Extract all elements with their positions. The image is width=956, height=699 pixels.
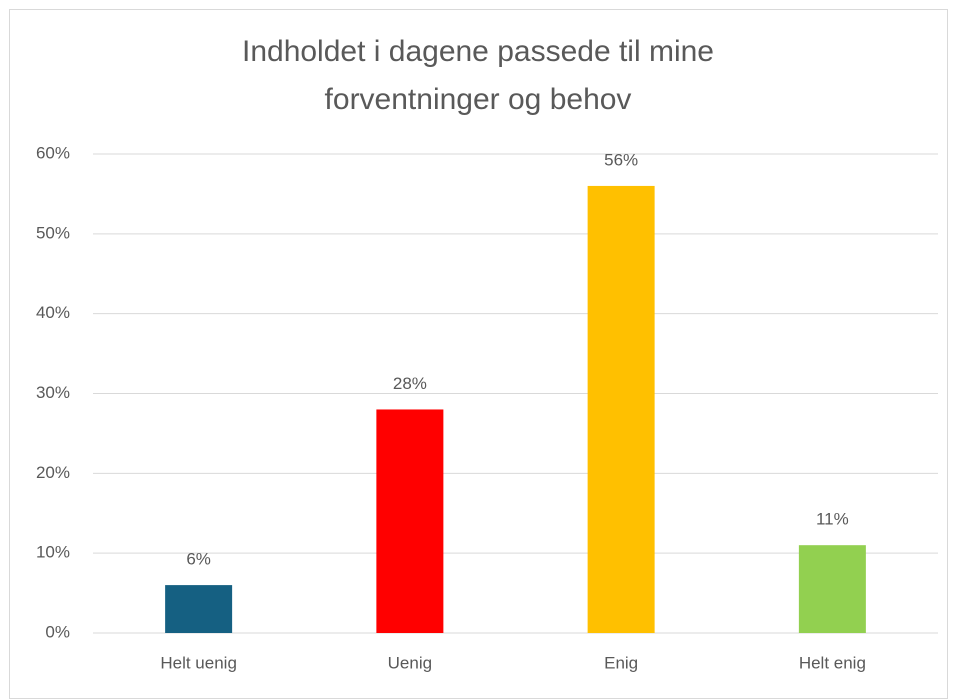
chart-title: Indholdet i dagene passede til mine forv…: [241, 35, 714, 116]
y-tick-label: 50%: [36, 223, 70, 242]
x-tick-label: Uenig: [388, 653, 432, 672]
y-tick-label: 30%: [36, 383, 70, 402]
bar: [165, 585, 233, 633]
y-tick-label: 60%: [36, 143, 70, 162]
bar: [376, 409, 444, 633]
y-tick-label: 20%: [36, 463, 70, 482]
y-tick-label: 40%: [36, 303, 70, 322]
data-label: 11%: [816, 510, 849, 529]
data-label: 28%: [393, 374, 427, 393]
x-tick-label: Enig: [604, 653, 638, 672]
x-tick-label: Helt uenig: [160, 653, 237, 672]
y-tick-label: 0%: [45, 622, 70, 641]
data-label: 56%: [604, 150, 638, 169]
data-label: 6%: [186, 550, 211, 569]
x-tick-label: Helt enig: [799, 653, 866, 672]
bar: [587, 185, 655, 633]
bar: [798, 545, 866, 633]
y-tick-label: 10%: [36, 543, 70, 562]
